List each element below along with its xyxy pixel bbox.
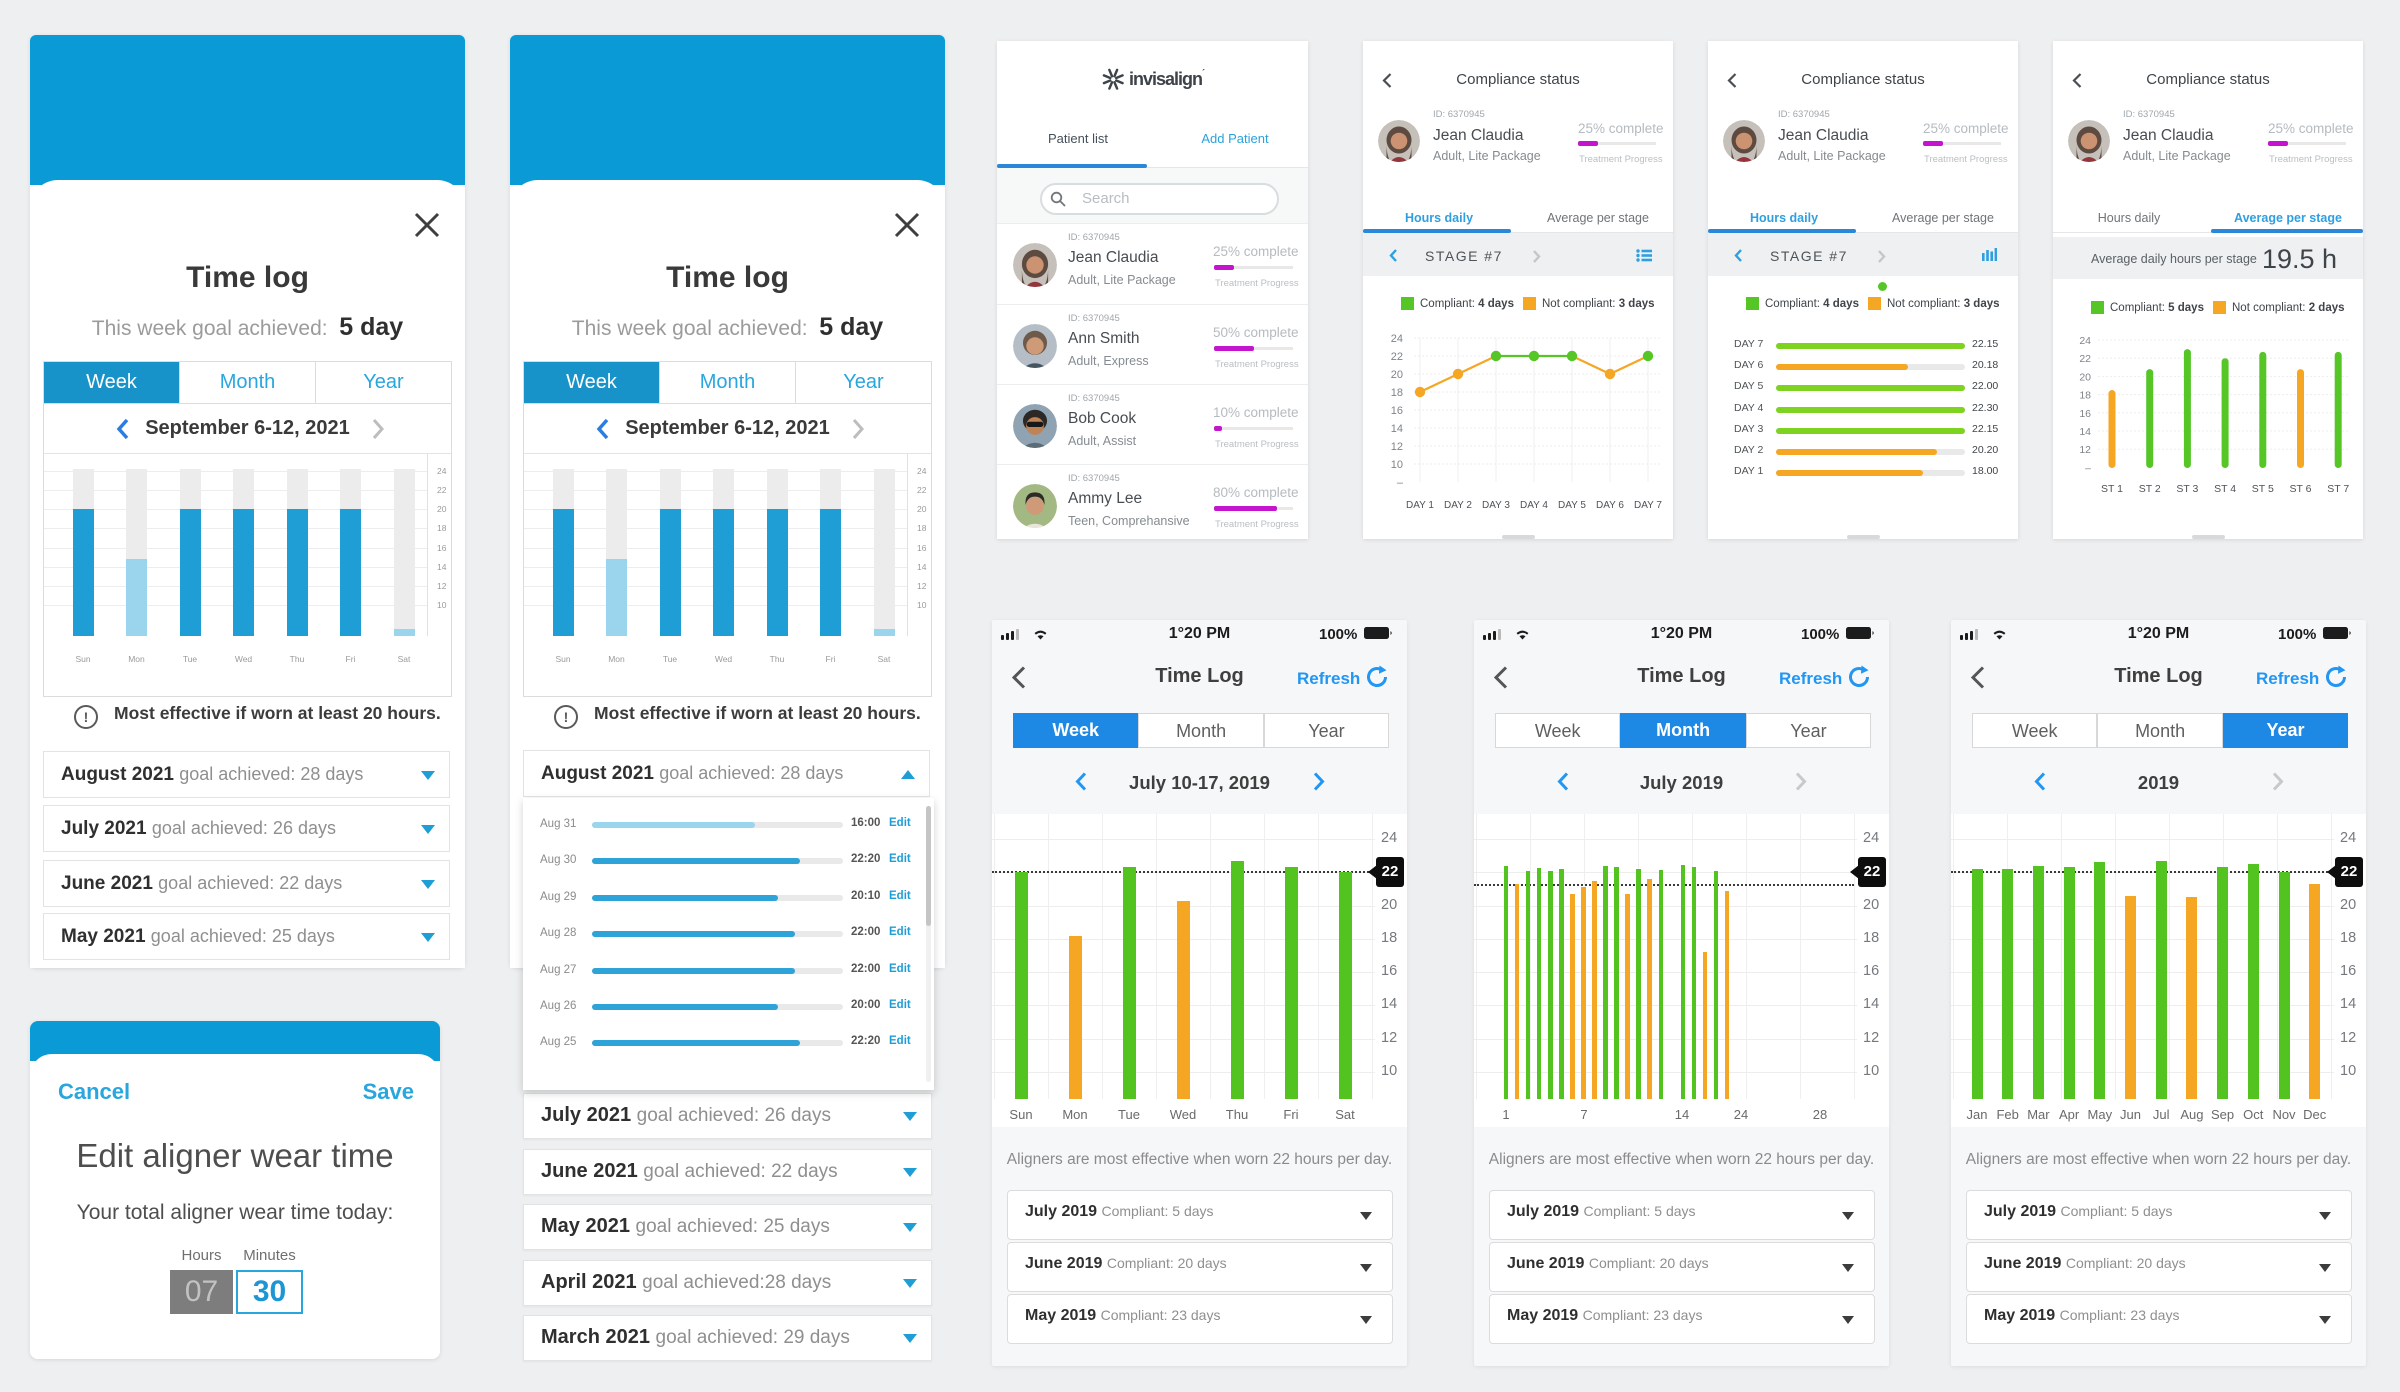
svg-text:16: 16 [2079, 408, 2091, 420]
svg-text:18: 18 [1391, 387, 1403, 399]
svg-text:22: 22 [1391, 351, 1403, 363]
svg-text:ST 1: ST 1 [2101, 483, 2123, 495]
svg-text:ST 6: ST 6 [2290, 483, 2312, 495]
svg-text:12: 12 [1391, 441, 1403, 453]
svg-text:20: 20 [2079, 371, 2091, 383]
svg-text:DAY 3: DAY 3 [1482, 500, 1510, 511]
svg-text:10: 10 [1391, 459, 1403, 471]
svg-text:ST 5: ST 5 [2252, 483, 2274, 495]
svg-text:DAY 4: DAY 4 [1520, 500, 1548, 511]
svg-text:ST 7: ST 7 [2327, 483, 2349, 495]
svg-text:24: 24 [1391, 333, 1403, 345]
svg-text:14: 14 [2079, 426, 2091, 438]
svg-text:DAY 1: DAY 1 [1406, 500, 1434, 511]
svg-text:DAY 6: DAY 6 [1596, 500, 1624, 511]
svg-text:18: 18 [2079, 390, 2091, 402]
svg-text:22: 22 [2079, 353, 2091, 365]
svg-text:–: – [2085, 462, 2091, 474]
svg-text:DAY 7: DAY 7 [1634, 500, 1662, 511]
svg-text:24: 24 [2079, 335, 2091, 347]
svg-text:DAY 5: DAY 5 [1558, 500, 1586, 511]
svg-text:ST 3: ST 3 [2176, 483, 2198, 495]
svg-text:12: 12 [2079, 444, 2091, 456]
svg-text:20: 20 [1391, 369, 1403, 381]
svg-text:ST 4: ST 4 [2214, 483, 2236, 495]
svg-text:DAY 2: DAY 2 [1444, 500, 1472, 511]
svg-text:16: 16 [1391, 405, 1403, 417]
svg-text:14: 14 [1391, 423, 1403, 435]
svg-text:ST 2: ST 2 [2139, 483, 2161, 495]
svg-text:–: – [1397, 477, 1404, 489]
